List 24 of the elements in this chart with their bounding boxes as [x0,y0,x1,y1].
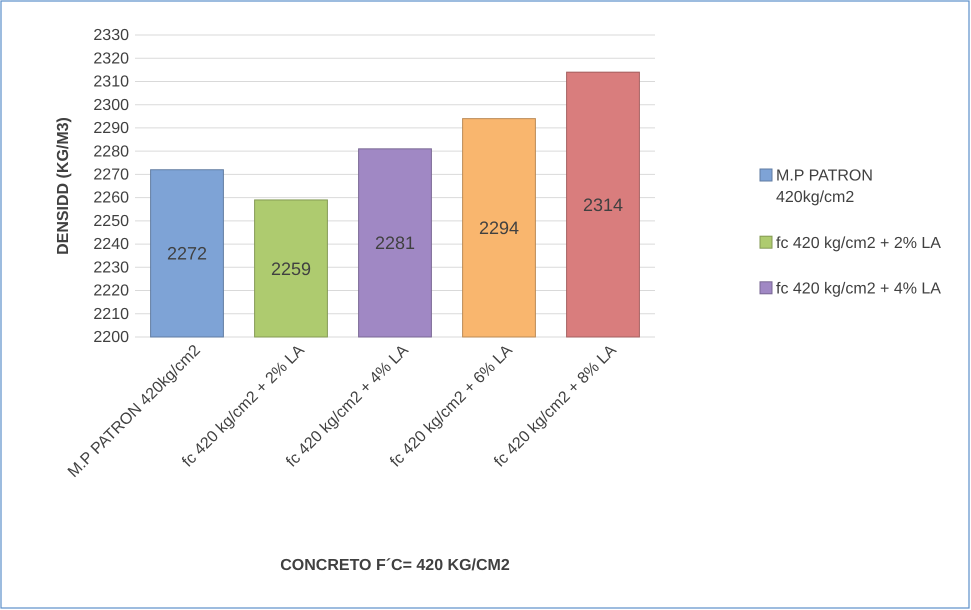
data-label: 2314 [582,194,624,215]
legend-label: fc 420 kg/cm2 + 2% LA [776,234,942,252]
y-tick-label: 2200 [93,329,130,346]
data-label: 2294 [478,218,520,238]
x-axis-title: CONCRETO F´C= 420 KG/CM2 [280,557,510,574]
y-tick-label: 2300 [93,96,130,114]
y-tick-label: 2230 [93,259,130,276]
legend-label: fc 420 kg/cm2 + 4% LA [776,280,942,298]
legend-label: M.P PATRON 420kg/cm2 [776,168,873,206]
y-tick-label: 2310 [93,74,130,91]
y-tick-label: 2330 [93,27,130,44]
y-tick-label: 2240 [93,236,130,254]
data-label: 2281 [374,233,416,254]
y-axis-title: DENSIDD (KG/M3) [55,117,72,255]
y-tick-label: 2250 [93,212,130,230]
y-tick-label: 2320 [93,50,130,68]
y-tick-label: 2280 [93,143,130,160]
y-tick-label: 2220 [93,282,130,300]
data-label: 2259 [270,258,312,279]
y-tick-label: 2270 [93,166,130,184]
y-tick-label: 2210 [93,306,130,323]
y-tick-label: 2260 [93,190,130,207]
data-label: 2272 [166,244,208,264]
y-tick-label: 2290 [93,120,130,138]
